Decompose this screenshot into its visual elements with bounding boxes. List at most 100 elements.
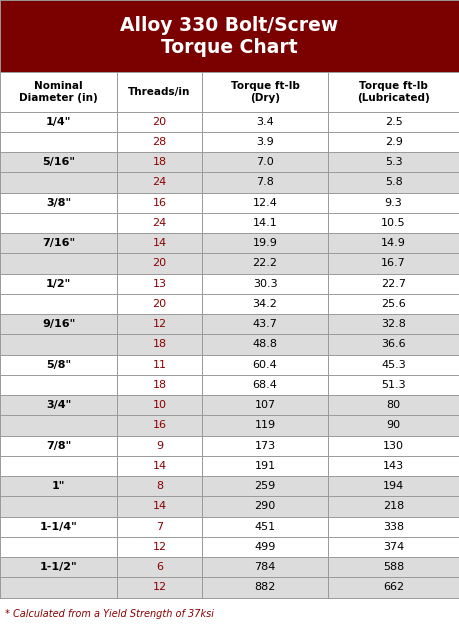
Text: 19.9: 19.9: [252, 238, 278, 248]
Text: 8: 8: [156, 481, 163, 491]
Text: 7.0: 7.0: [256, 157, 274, 167]
Bar: [0, 415, 459, 436]
Text: 51.3: 51.3: [381, 380, 406, 390]
Bar: [0, 192, 459, 213]
Bar: [0, 273, 459, 294]
Bar: [0, 0, 459, 72]
Text: 588: 588: [383, 562, 404, 572]
Bar: [0, 375, 459, 395]
Text: 14: 14: [152, 238, 167, 248]
Text: 1": 1": [52, 481, 65, 491]
Text: 9: 9: [156, 441, 163, 451]
Text: 2.5: 2.5: [385, 117, 403, 127]
Text: * Calculated from a Yield Strength of 37ksi: * Calculated from a Yield Strength of 37…: [5, 609, 213, 619]
Text: 48.8: 48.8: [252, 339, 278, 349]
Bar: [0, 112, 459, 132]
Text: 25.6: 25.6: [381, 299, 406, 309]
Text: 28: 28: [152, 137, 167, 147]
Text: 5.3: 5.3: [385, 157, 403, 167]
Bar: [0, 354, 459, 375]
Text: 12.4: 12.4: [252, 198, 278, 208]
Text: 338: 338: [383, 522, 404, 532]
Text: 784: 784: [254, 562, 276, 572]
Text: 18: 18: [152, 380, 167, 390]
Text: 1-1/2": 1-1/2": [40, 562, 77, 572]
Text: 143: 143: [383, 461, 404, 471]
Text: 12: 12: [152, 542, 167, 552]
Bar: [0, 557, 459, 577]
Text: 20: 20: [152, 258, 167, 268]
Text: 68.4: 68.4: [252, 380, 278, 390]
Bar: [0, 436, 459, 456]
Bar: [0, 253, 459, 273]
Text: Threads/in: Threads/in: [129, 87, 190, 97]
Text: 45.3: 45.3: [381, 360, 406, 370]
Text: 12: 12: [152, 319, 167, 329]
Text: 32.8: 32.8: [381, 319, 406, 329]
Text: 451: 451: [254, 522, 276, 532]
Text: 5/16": 5/16": [42, 157, 75, 167]
Bar: [0, 456, 459, 476]
Text: 7/16": 7/16": [42, 238, 75, 248]
Text: 14: 14: [152, 502, 167, 512]
Text: 24: 24: [152, 218, 167, 228]
Text: 13: 13: [152, 279, 167, 288]
Text: 30.3: 30.3: [253, 279, 277, 288]
Text: Alloy 330 Bolt/Screw
Torque Chart: Alloy 330 Bolt/Screw Torque Chart: [120, 16, 339, 56]
Bar: [0, 172, 459, 192]
Text: 16: 16: [152, 198, 167, 208]
Text: 9.3: 9.3: [385, 198, 403, 208]
Text: 24: 24: [152, 177, 167, 187]
Bar: [0, 334, 459, 354]
Text: 3.4: 3.4: [256, 117, 274, 127]
Text: 259: 259: [254, 481, 276, 491]
Text: 12: 12: [152, 582, 167, 593]
Text: 130: 130: [383, 441, 404, 451]
Text: 14.9: 14.9: [381, 238, 406, 248]
Text: 90: 90: [386, 421, 401, 430]
Text: 499: 499: [254, 542, 276, 552]
Text: 3/8": 3/8": [46, 198, 71, 208]
Bar: [0, 476, 459, 497]
Bar: [0, 152, 459, 172]
Text: 1-1/4": 1-1/4": [39, 522, 78, 532]
Bar: [0, 517, 459, 537]
Text: 7/8": 7/8": [46, 441, 71, 451]
Text: 22.2: 22.2: [252, 258, 278, 268]
Bar: [0, 497, 459, 517]
Text: 119: 119: [254, 421, 276, 430]
Bar: [0, 132, 459, 152]
Text: 107: 107: [254, 400, 276, 410]
Text: 191: 191: [254, 461, 276, 471]
Text: 10: 10: [152, 400, 167, 410]
Text: 7.8: 7.8: [256, 177, 274, 187]
Text: 9/16": 9/16": [42, 319, 75, 329]
Text: 3.9: 3.9: [256, 137, 274, 147]
Text: 14.1: 14.1: [253, 218, 277, 228]
Text: 16: 16: [152, 421, 167, 430]
Text: 662: 662: [383, 582, 404, 593]
Text: 194: 194: [383, 481, 404, 491]
Bar: [0, 294, 459, 314]
Text: 6: 6: [156, 562, 163, 572]
Bar: [0, 314, 459, 334]
Text: 882: 882: [254, 582, 276, 593]
Bar: [0, 577, 459, 598]
Text: 60.4: 60.4: [253, 360, 277, 370]
Text: 1/2": 1/2": [46, 279, 71, 288]
Text: 36.6: 36.6: [381, 339, 406, 349]
Text: 290: 290: [254, 502, 276, 512]
Text: 16.7: 16.7: [381, 258, 406, 268]
Bar: [0, 213, 459, 233]
Text: 374: 374: [383, 542, 404, 552]
Text: 5.8: 5.8: [385, 177, 403, 187]
Text: Torque ft-lb
(Dry): Torque ft-lb (Dry): [230, 81, 300, 103]
Text: 43.7: 43.7: [252, 319, 278, 329]
Bar: [0, 72, 459, 112]
Text: 2.9: 2.9: [385, 137, 403, 147]
Text: 18: 18: [152, 157, 167, 167]
Text: 10.5: 10.5: [381, 218, 406, 228]
Text: Torque ft-lb
(Lubricated): Torque ft-lb (Lubricated): [357, 81, 430, 103]
Text: 218: 218: [383, 502, 404, 512]
Text: 5/8": 5/8": [46, 360, 71, 370]
